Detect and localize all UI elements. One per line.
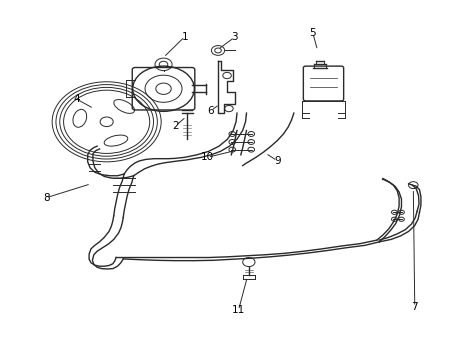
Text: 4: 4 (73, 94, 80, 104)
Text: 7: 7 (411, 302, 418, 312)
Text: 1: 1 (182, 32, 188, 41)
Text: 2: 2 (172, 121, 179, 131)
Text: 6: 6 (208, 106, 214, 116)
Text: 3: 3 (231, 32, 238, 42)
Text: 8: 8 (43, 193, 50, 203)
Text: 10: 10 (201, 152, 214, 162)
Text: 11: 11 (232, 306, 245, 315)
Text: 9: 9 (274, 156, 281, 166)
Text: 5: 5 (310, 28, 316, 38)
